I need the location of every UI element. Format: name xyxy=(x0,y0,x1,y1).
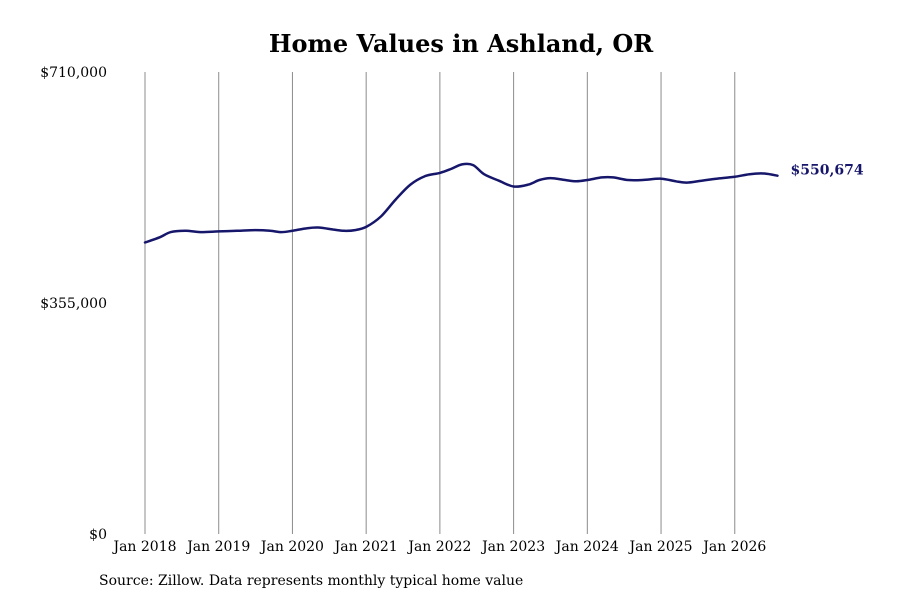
y-tick-label: $0 xyxy=(89,527,107,543)
x-tick-label: Jan 2022 xyxy=(406,539,471,555)
x-tick-label: Jan 2024 xyxy=(554,539,619,555)
x-axis-ticks: Jan 2018 Jan 2019 Jan 2020 Jan 2021 Jan 2022… xyxy=(111,539,766,555)
x-tick-label: Jan 2023 xyxy=(480,539,545,555)
x-tick-label: Jan 2025 xyxy=(628,539,693,555)
series-line-0 xyxy=(143,162,779,244)
gridlines xyxy=(144,72,736,534)
source-note: Source: Zillow. Data represents monthly … xyxy=(99,573,524,589)
series-layer xyxy=(143,162,779,244)
x-tick-label: Jan 2019 xyxy=(185,539,250,555)
y-tick-label: $710,000 xyxy=(40,65,107,81)
chart-title: Home Values in Ashland, OR xyxy=(269,29,654,58)
x-tick-label: Jan 2026 xyxy=(701,539,766,555)
x-tick-label: Jan 2018 xyxy=(111,539,176,555)
last-value-label: $550,674 xyxy=(791,163,864,179)
x-tick-label: Jan 2021 xyxy=(333,539,398,555)
y-tick-label: $355,000 xyxy=(40,296,107,312)
x-tick-label: Jan 2020 xyxy=(259,539,324,555)
y-axis-ticks: $710,000 $355,000 $0 xyxy=(40,65,107,543)
